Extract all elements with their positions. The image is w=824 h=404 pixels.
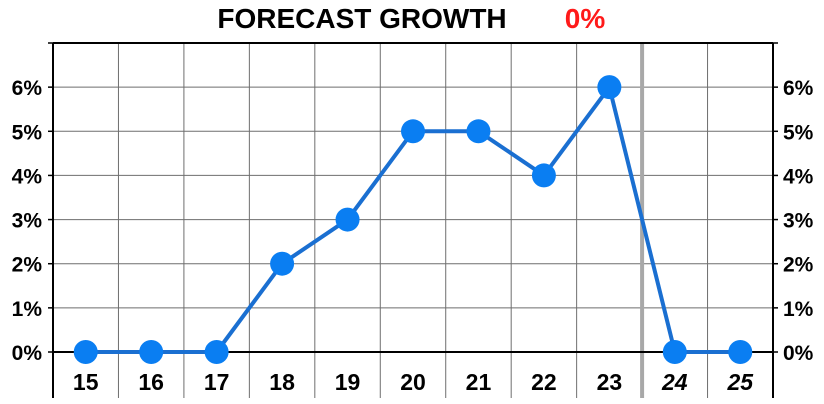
data-point [139, 340, 164, 364]
y-tick-label-right: 1% [783, 298, 814, 321]
data-point [466, 119, 491, 144]
data-point [597, 75, 622, 100]
y-tick-label-left: 0% [12, 342, 43, 365]
y-tick-label-right: 6% [783, 77, 814, 100]
data-point [204, 340, 229, 364]
y-tick-label-left: 6% [12, 77, 43, 100]
y-tick-label-right: 4% [783, 165, 814, 188]
data-point [662, 340, 687, 364]
y-tick-label-right: 2% [783, 254, 814, 277]
x-tick-label: 16 [138, 369, 164, 395]
data-point [401, 119, 425, 144]
y-tick-label-left: 2% [12, 254, 43, 277]
x-tick-label: 22 [531, 369, 557, 395]
data-point [73, 340, 98, 364]
x-tick-label: 15 [73, 369, 99, 395]
x-tick-label: 19 [335, 369, 361, 395]
x-tick-label: 25 [726, 369, 754, 395]
x-tick-label: 20 [400, 369, 426, 395]
y-tick-label-left: 1% [12, 298, 43, 321]
y-tick-label-right: 5% [783, 121, 814, 144]
grid-lines [53, 42, 773, 398]
chart-title-value: 0% [565, 3, 606, 34]
data-point [531, 163, 556, 188]
y-tick-label-right: 0% [783, 342, 814, 365]
x-tick-label: 17 [204, 369, 230, 395]
data-point [728, 340, 753, 364]
chart-title: FORECAST GROWTH [217, 3, 506, 34]
series-growth [73, 75, 753, 364]
chart-title-group: FORECAST GROWTH 0% [217, 3, 605, 34]
x-tick-labels: 15 16 17 18 19 20 21 22 23 24 25 [73, 369, 754, 395]
y-tick-label-right: 3% [783, 210, 814, 233]
x-tick-label: 21 [466, 369, 492, 395]
x-tick-label: 23 [597, 369, 623, 395]
y-tick-label-left: 5% [12, 121, 43, 144]
y-tick-label-left: 4% [12, 165, 43, 188]
x-tick-label: 18 [269, 369, 295, 395]
data-point [270, 251, 295, 276]
x-tick-label: 24 [661, 369, 688, 395]
data-point [335, 207, 360, 232]
y-tick-labels: 0% 0% 1% 1% 2% 2% 3% 3% 4% 4% 5% 5% 6% 6% [12, 77, 814, 365]
y-tick-label-left: 3% [12, 210, 43, 233]
